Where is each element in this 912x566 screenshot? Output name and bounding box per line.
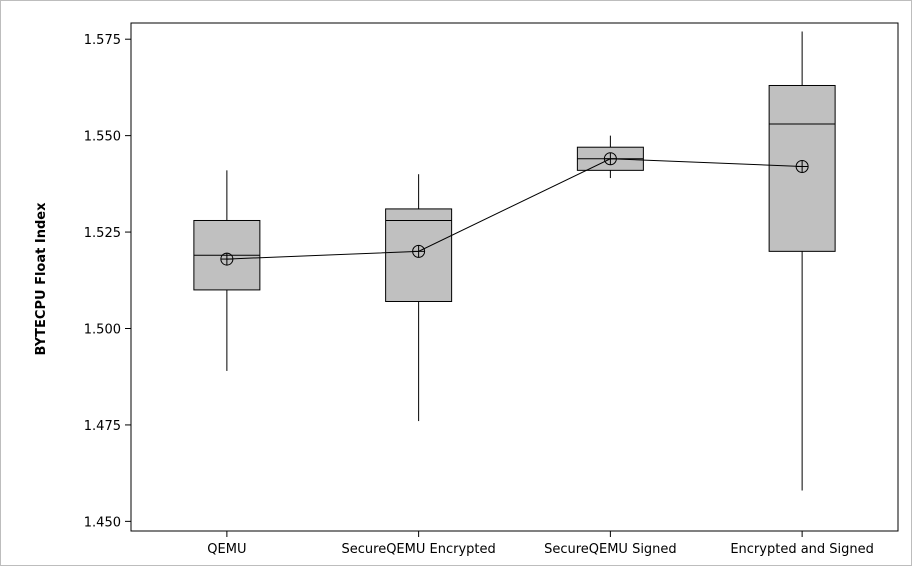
x-tick-label: SecureQEMU Encrypted	[342, 542, 496, 557]
mean-marker	[412, 244, 426, 258]
mean-marker	[795, 159, 809, 173]
y-tick-label: 1.550	[84, 130, 121, 145]
y-tick-label: 1.450	[84, 515, 121, 530]
x-axis: QEMU SecureQEMU Encrypted SecureQEMU Signe…	[207, 531, 874, 557]
x-tick-label: Encrypted and Signed	[730, 542, 874, 557]
boxes	[193, 31, 836, 491]
mean-marker	[220, 252, 234, 266]
y-tick-label: 1.575	[84, 33, 121, 48]
y-tick-label: 1.475	[84, 419, 121, 434]
x-tick-label: SecureQEMU Signed	[544, 542, 677, 557]
y-tick-label: 1.500	[84, 322, 121, 337]
y-axis: 1.450 1.475 1.500 1.525 1.550 1.575	[84, 33, 131, 530]
mean-marker	[603, 152, 617, 166]
mean-connect-line	[226, 158, 803, 260]
x-tick-label: QEMU	[207, 542, 246, 557]
y-tick-label: 1.525	[84, 226, 121, 241]
y-axis-label: BYTECPU Float Index	[34, 202, 49, 356]
mean-markers	[220, 152, 809, 266]
